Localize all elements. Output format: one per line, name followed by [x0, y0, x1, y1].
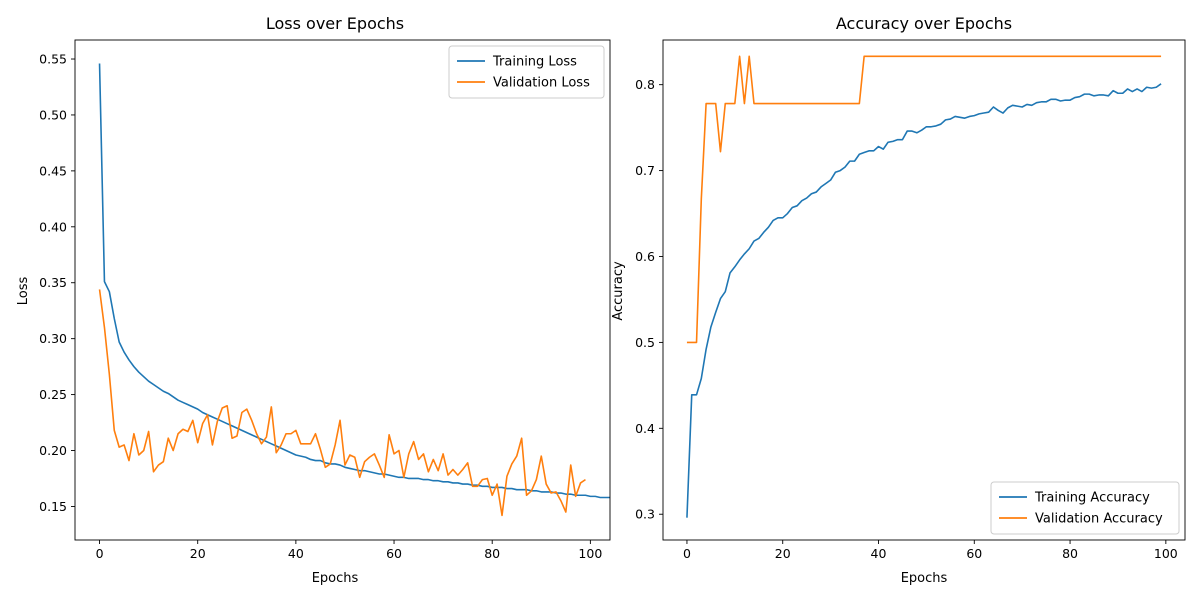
x-tick-label: 20 [190, 546, 206, 561]
y-tick-label: 0.30 [39, 331, 67, 346]
y-tick-label: 0.20 [39, 443, 67, 458]
x-tick-label: 40 [871, 546, 887, 561]
y-tick-label: 0.15 [39, 499, 67, 514]
x-tick-label: 100 [578, 546, 602, 561]
legend-label: Validation Loss [493, 76, 590, 91]
x-tick-label: 60 [386, 546, 402, 561]
y-axis-label: Loss [16, 277, 31, 306]
legend: Training Accuracy Validation Accuracy [990, 481, 1180, 535]
x-tick-label: 80 [1062, 546, 1078, 561]
y-tick-label: 0.35 [39, 275, 67, 290]
y-tick-label: 0.8 [635, 77, 655, 92]
x-tick-label: 40 [288, 546, 304, 561]
x-axis-label: Epochs [901, 571, 948, 586]
x-tick-label: 60 [966, 546, 982, 561]
legend: Training Loss Validation Loss [448, 45, 605, 99]
y-axis-label: Accuracy [611, 261, 626, 321]
chart-title: Loss over Epochs [266, 14, 404, 33]
y-tick-label: 0.55 [39, 52, 67, 67]
y-tick-label: 0.40 [39, 219, 67, 234]
legend-label: Training Accuracy [1034, 491, 1150, 506]
x-tick-label: 0 [683, 546, 691, 561]
y-tick-label: 0.7 [635, 163, 655, 178]
axis-ticks: 0 20 40 60 80 100 0.15 0.20 0.25 0.30 0.35 0.40 0.45… [39, 52, 602, 561]
legend-box [448, 45, 605, 99]
y-tick-label: 0.3 [635, 507, 655, 522]
accuracy-chart: Accuracy over Epochs Epochs Accuracy 0 20… [611, 14, 1186, 586]
plot-area [74, 39, 611, 541]
axis-ticks: 0 20 40 60 80 100 0.3 0.4 0.5 0.6 0.7 0.8 [635, 77, 1178, 561]
x-tick-label: 0 [96, 546, 104, 561]
series-line-validation-loss [98, 289, 586, 517]
legend-label: Validation Accuracy [1035, 512, 1163, 527]
x-tick-label: 20 [775, 546, 791, 561]
chart-title: Accuracy over Epochs [836, 14, 1012, 33]
axes-frame [74, 39, 611, 541]
y-tick-label: 0.25 [39, 387, 67, 402]
legend-box [990, 481, 1180, 535]
plot-area [662, 39, 1186, 541]
series-line-training-accuracy [686, 83, 1162, 518]
legend-label: Training Loss [492, 55, 577, 70]
y-tick-label: 0.6 [635, 249, 655, 264]
axes-frame [662, 39, 1186, 541]
y-tick-label: 0.50 [39, 107, 67, 122]
x-tick-label: 100 [1154, 546, 1178, 561]
x-tick-label: 80 [484, 546, 500, 561]
x-axis-label: Epochs [312, 571, 359, 586]
y-tick-label: 0.45 [39, 163, 67, 178]
series-line-training-loss [98, 63, 610, 499]
series-line-validation-accuracy [686, 55, 1162, 344]
y-tick-label: 0.4 [635, 421, 655, 436]
loss-chart: Loss over Epochs Epochs Loss 0 20 40 60 80 10… [16, 14, 611, 586]
y-tick-label: 0.5 [635, 335, 655, 350]
